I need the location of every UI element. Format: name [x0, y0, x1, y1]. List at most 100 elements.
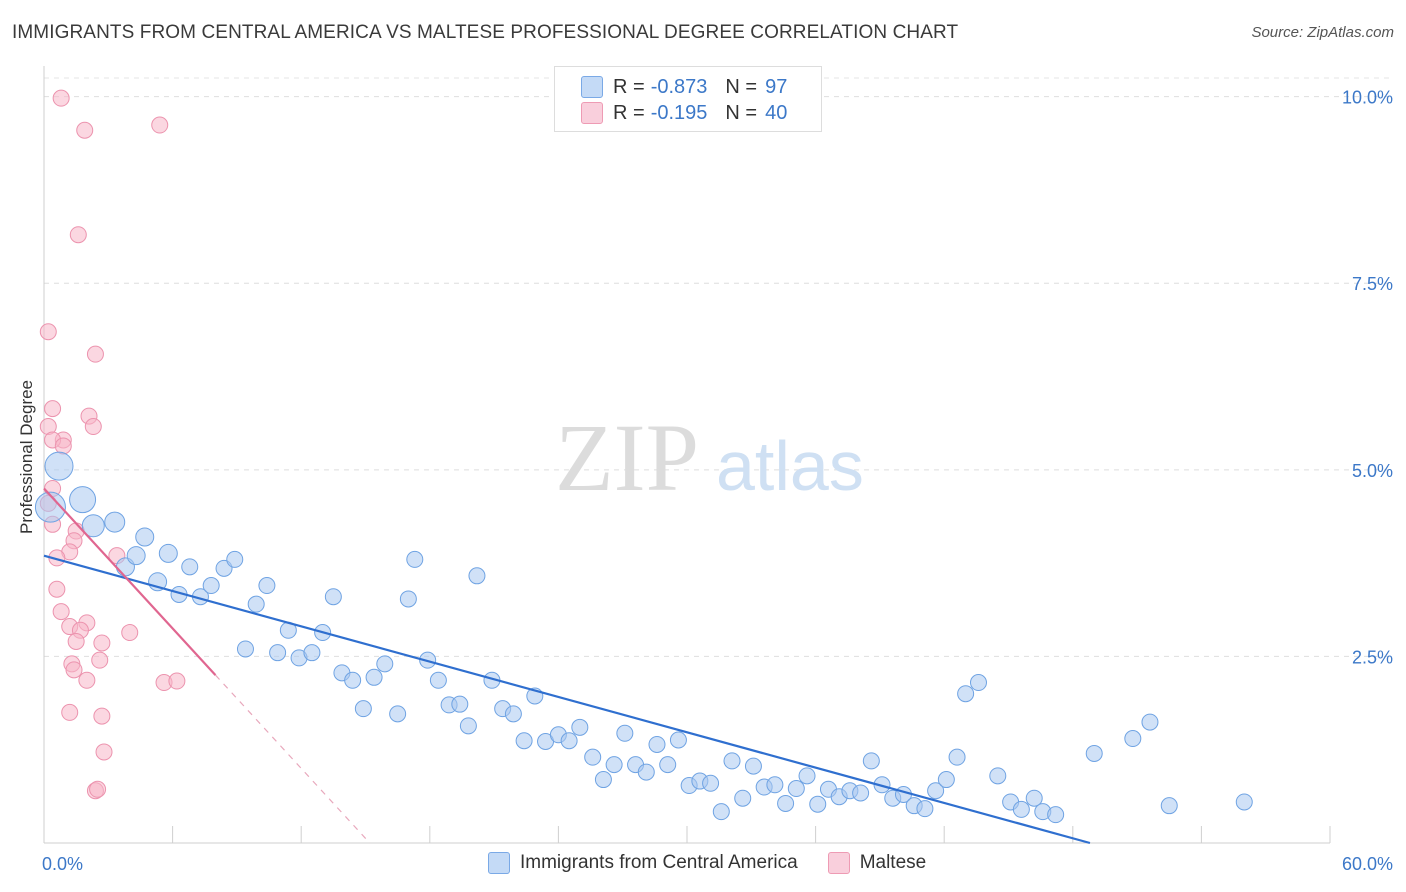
- maltese-point: [89, 780, 107, 798]
- central-america-point: [34, 491, 66, 523]
- central-america-point: [862, 752, 880, 770]
- central-america-point: [669, 731, 687, 749]
- central-america-point: [766, 776, 784, 794]
- legend-swatch-central-america: [581, 76, 603, 98]
- central-america-point: [376, 655, 394, 673]
- series-legend-swatch-central-america: [488, 852, 510, 874]
- central-america-point: [787, 780, 805, 798]
- central-america-point: [798, 767, 816, 785]
- central-america-point: [560, 732, 578, 750]
- central-america-point: [429, 671, 447, 689]
- central-america-point: [659, 756, 677, 774]
- central-america-point: [247, 595, 265, 613]
- central-america-point: [744, 757, 762, 775]
- central-america-point: [44, 451, 74, 481]
- central-america-point: [1047, 806, 1065, 824]
- central-america-point: [637, 763, 655, 781]
- central-america-point: [158, 543, 178, 563]
- maltese-point: [48, 580, 66, 598]
- maltese-point: [93, 634, 111, 652]
- central-america-point: [202, 577, 220, 595]
- series-legend: Immigrants from Central America Maltese: [488, 852, 956, 874]
- central-america-point: [324, 588, 342, 606]
- central-america-point: [104, 511, 126, 533]
- maltese-trend-line: [43, 487, 217, 676]
- central-america-point: [406, 550, 424, 568]
- central-america-point: [1025, 789, 1043, 807]
- central-america-point: [303, 644, 321, 662]
- central-america-point: [236, 640, 254, 658]
- x-tick-label: 60.0%: [1342, 854, 1393, 874]
- maltese-point: [93, 707, 111, 725]
- central-america-point: [468, 567, 486, 585]
- central-america-point: [181, 558, 199, 576]
- legend-r-value: -0.195: [650, 101, 708, 124]
- maltese-point: [84, 418, 102, 436]
- legend-r-value: -0.873: [650, 75, 708, 98]
- series-legend-label: Maltese: [859, 852, 927, 873]
- central-america-point: [712, 803, 730, 821]
- watermark-atlas: atlas: [716, 427, 864, 505]
- central-america-point: [969, 674, 987, 692]
- x-tick-label: 0.0%: [42, 854, 83, 874]
- central-america-point: [852, 784, 870, 802]
- series-legend-maltese[interactable]: Maltese: [827, 852, 927, 874]
- central-america-point: [399, 590, 417, 608]
- series-legend-central-america[interactable]: Immigrants from Central America: [488, 852, 798, 874]
- central-america-point: [594, 771, 612, 789]
- central-america-point: [616, 724, 634, 742]
- maltese-point: [69, 226, 87, 244]
- central-america-point: [389, 705, 407, 723]
- legend-row-central-america: R = -0.873 N = 97: [581, 74, 787, 100]
- central-america-point: [1085, 744, 1103, 762]
- chart-title: IMMIGRANTS FROM CENTRAL AMERICA VS MALTE…: [12, 22, 959, 43]
- legend-r-label: R =: [613, 75, 645, 98]
- central-america-point: [354, 700, 372, 718]
- central-america-point: [515, 732, 533, 750]
- maltese-point: [78, 671, 96, 689]
- central-america-point: [584, 748, 602, 766]
- central-america-point: [269, 644, 287, 662]
- maltese-point: [151, 116, 169, 134]
- central-america-point: [571, 718, 589, 736]
- gridlines: [44, 77, 1390, 657]
- y-tick-label: 7.5%: [1352, 274, 1393, 294]
- central-america-point: [702, 774, 720, 792]
- central-america-point: [504, 705, 522, 723]
- central-america-point: [1141, 713, 1159, 731]
- central-america-point: [344, 671, 362, 689]
- central-america-point: [126, 546, 146, 566]
- maltese-point: [52, 603, 70, 621]
- central-america-point: [135, 527, 155, 547]
- central-america-point: [226, 550, 244, 568]
- legend-n-value: 40: [765, 101, 788, 124]
- central-america-point: [1012, 800, 1030, 818]
- legend-row-maltese: R = -0.195 N = 40: [581, 100, 787, 126]
- maltese-points: [39, 89, 186, 800]
- central-america-point: [1235, 793, 1253, 811]
- central-america-point: [734, 789, 752, 807]
- legend-n-label: N =: [725, 101, 758, 124]
- maltese-point: [86, 345, 104, 363]
- central-america-point: [1160, 797, 1178, 815]
- legend-swatch-maltese: [581, 102, 603, 124]
- maltese-point: [65, 661, 83, 679]
- y-tick-label: 10.0%: [1342, 88, 1393, 108]
- maltese-trend-extension: [215, 674, 371, 844]
- maltese-point: [67, 632, 85, 650]
- maltese-point: [121, 624, 139, 642]
- central-america-point: [451, 695, 469, 713]
- central-america-point: [459, 717, 477, 735]
- tick-labels: 2.5% 5.0% 7.5% 10.0% 0.0% 60.0%: [42, 88, 1393, 874]
- central-america-point: [69, 486, 97, 514]
- maltese-point: [52, 89, 70, 107]
- central-america-trend-line: [43, 554, 1091, 845]
- central-america-point: [989, 767, 1007, 785]
- maltese-point: [91, 651, 109, 669]
- central-america-point: [777, 794, 795, 812]
- legend-n-value: 97: [765, 75, 788, 98]
- legend-n-label: N =: [725, 75, 758, 98]
- series-legend-swatch-maltese: [827, 852, 850, 874]
- series-legend-label: Immigrants from Central America: [520, 852, 798, 873]
